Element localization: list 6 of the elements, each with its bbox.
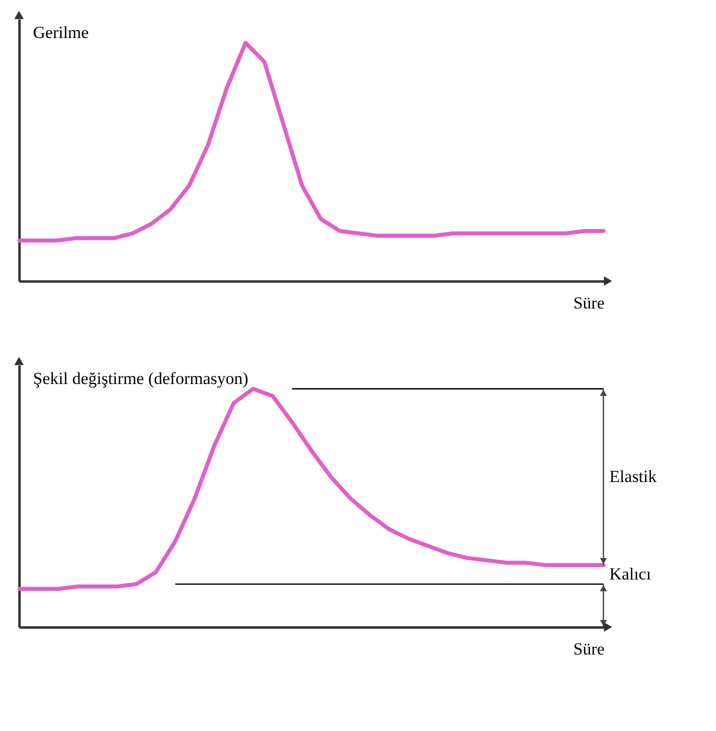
- text: Kalıcı: [609, 564, 652, 584]
- x-axis-title: Süre: [573, 640, 604, 658]
- y-axis-title: Gerilme: [33, 23, 89, 42]
- x-axis-title: Süre: [573, 294, 604, 312]
- y-axis-title: Şekil değiştirme (deformasyon): [33, 369, 248, 388]
- text: Elastik: [609, 466, 658, 486]
